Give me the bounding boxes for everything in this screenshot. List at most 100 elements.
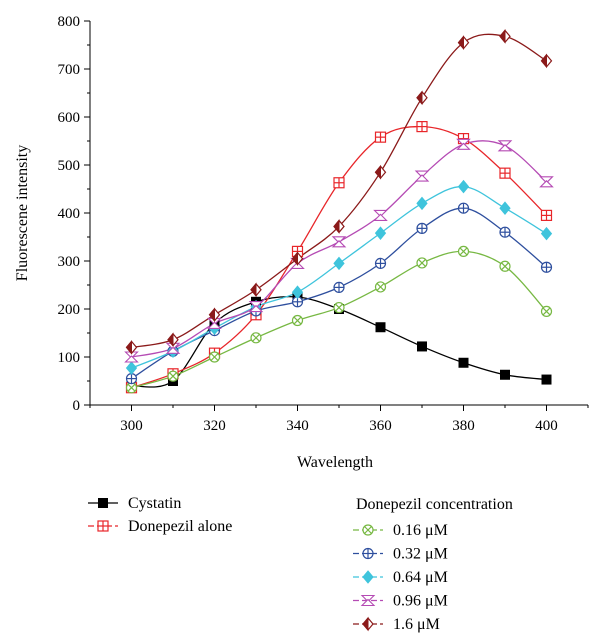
plot-area xyxy=(124,28,554,394)
data-point-s2-4 xyxy=(291,314,304,327)
data-point-s3-8 xyxy=(457,202,470,214)
x-axis-title: Wavelength xyxy=(297,454,373,471)
legend-group-title: Donepezil concentration xyxy=(356,496,513,513)
data-point-s5-3 xyxy=(248,301,264,313)
data-point-s6-0 xyxy=(125,340,138,355)
data-point-s1-9 xyxy=(499,167,511,179)
x-tick-label: 400 xyxy=(535,418,558,434)
data-point-s2-6 xyxy=(374,281,387,293)
series-line-5 xyxy=(131,140,547,358)
data-point-s3-5 xyxy=(333,281,345,293)
data-point-s3-0 xyxy=(125,373,138,385)
data-point-s1-10 xyxy=(540,209,553,221)
y-tick-label: 300 xyxy=(58,254,81,270)
legend-item-4: 0.64 μM xyxy=(353,569,448,586)
y-tick-label: 400 xyxy=(58,206,81,222)
data-point-s3-7 xyxy=(416,222,428,234)
legend-label: Donepezil alone xyxy=(128,518,232,535)
data-point-s2-5 xyxy=(333,301,345,314)
x-tick-label: 380 xyxy=(452,418,475,434)
legend-marker xyxy=(360,594,376,607)
series-line-2 xyxy=(131,250,547,389)
data-point-s0-10 xyxy=(541,374,552,385)
legend-item-0: Cystatin xyxy=(88,495,181,512)
data-point-s0-6 xyxy=(375,322,386,333)
x-tick-label: 340 xyxy=(286,418,309,434)
legend-item-1: Donepezil alone xyxy=(88,518,232,535)
legend-marker xyxy=(362,616,374,632)
data-point-s2-10 xyxy=(540,305,553,317)
data-point-s6-5 xyxy=(333,219,345,234)
y-tick-label: 800 xyxy=(58,14,81,30)
data-point-s2-3 xyxy=(250,332,262,344)
data-point-s4-10 xyxy=(540,226,553,241)
legend-item-2: 0.16 μM xyxy=(353,522,448,539)
legend-item-3: 0.32 μM xyxy=(353,546,448,563)
data-point-s2-1 xyxy=(167,370,179,382)
legend-label: 0.64 μM xyxy=(393,569,448,586)
y-tick-label: 0 xyxy=(73,398,81,414)
data-point-s5-8 xyxy=(456,138,471,150)
data-point-s6-7 xyxy=(416,90,428,106)
y-axis-title: Fluorescene intensity xyxy=(14,145,31,281)
data-point-s1-6 xyxy=(374,131,387,143)
x-tick-label: 300 xyxy=(120,418,143,434)
data-point-s1-7 xyxy=(416,120,428,133)
legend-item-6: 1.6 μM xyxy=(353,616,440,633)
y-tick-label: 700 xyxy=(58,62,81,78)
legend-marker xyxy=(362,570,374,584)
data-point-s4-0 xyxy=(125,361,138,375)
legend-marker xyxy=(362,524,374,536)
data-point-s6-4 xyxy=(291,251,304,266)
data-point-s2-7 xyxy=(416,257,428,269)
legend-marker xyxy=(98,498,108,508)
data-point-s5-6 xyxy=(373,209,388,221)
data-point-s2-2 xyxy=(208,351,221,363)
legend-label: 0.96 μM xyxy=(393,593,448,610)
legend-marker xyxy=(362,547,374,560)
x-tick-label: 360 xyxy=(369,418,392,434)
legend-label: 0.16 μM xyxy=(393,522,448,539)
legend-marker xyxy=(97,520,109,532)
x-tick-label: 320 xyxy=(203,418,226,434)
data-point-s4-6 xyxy=(374,226,387,240)
y-tick-label: 200 xyxy=(58,302,81,318)
legend-label: 1.6 μM xyxy=(393,616,440,633)
data-point-s4-5 xyxy=(333,256,345,271)
legend: Cystatin Donepezil alone Donepezil concent… xyxy=(88,495,513,633)
data-point-s5-10 xyxy=(539,176,554,188)
y-tick-label: 600 xyxy=(58,110,81,126)
data-point-s6-10 xyxy=(540,53,553,69)
y-tick-label: 100 xyxy=(58,350,81,366)
data-point-s6-1 xyxy=(167,332,179,348)
axes: 0 100 200 300 400 500 600 700 800 300 320 340 360 380… xyxy=(14,14,589,471)
data-point-s3-10 xyxy=(540,261,553,273)
legend-label: Cystatin xyxy=(128,495,181,512)
data-point-s6-6 xyxy=(374,164,387,180)
data-point-s3-9 xyxy=(499,226,511,238)
data-point-s4-4 xyxy=(291,285,304,299)
data-point-s2-8 xyxy=(457,245,470,257)
data-point-s2-9 xyxy=(499,260,511,272)
data-point-s5-7 xyxy=(414,170,430,182)
data-point-s6-9 xyxy=(499,28,511,44)
data-point-s1-5 xyxy=(333,177,345,189)
data-point-s0-8 xyxy=(458,357,469,368)
data-point-s6-2 xyxy=(208,307,221,323)
data-point-s4-8 xyxy=(457,179,470,194)
data-point-s3-6 xyxy=(374,257,387,269)
data-point-s6-8 xyxy=(457,35,470,50)
y-tick-label: 500 xyxy=(58,158,81,174)
series-line-6 xyxy=(131,33,547,349)
data-point-s2-0 xyxy=(125,382,138,394)
data-point-s5-5 xyxy=(331,236,347,248)
data-point-s4-7 xyxy=(416,196,428,211)
data-point-s5-9 xyxy=(497,140,513,152)
legend-item-5: 0.96 μM xyxy=(353,593,448,610)
data-point-s0-7 xyxy=(417,341,427,352)
data-point-s6-3 xyxy=(250,282,262,298)
data-point-s0-9 xyxy=(500,369,510,380)
data-point-s4-9 xyxy=(499,201,511,215)
data-point-s3-4 xyxy=(291,296,304,308)
